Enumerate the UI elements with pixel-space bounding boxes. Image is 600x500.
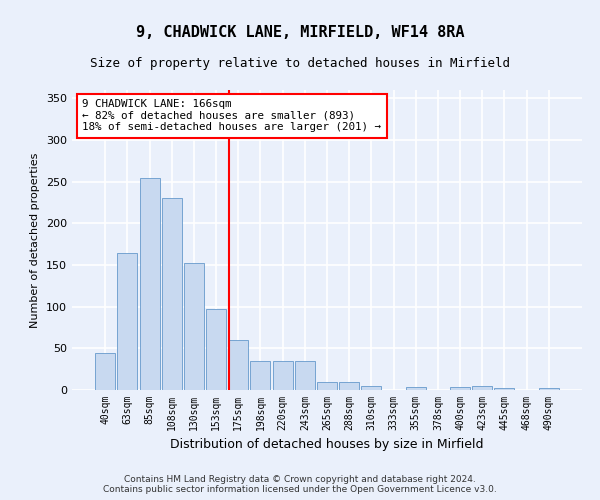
X-axis label: Distribution of detached houses by size in Mirfield: Distribution of detached houses by size … (170, 438, 484, 452)
Bar (361, 386, 382, 390)
Text: Contains HM Land Registry data © Crown copyright and database right 2024.: Contains HM Land Registry data © Crown c… (124, 476, 476, 484)
Bar (494, 388, 514, 390)
Bar (206, 309, 226, 390)
Bar (228, 340, 248, 390)
Bar (339, 382, 359, 390)
Bar (184, 264, 204, 390)
Y-axis label: Number of detached properties: Number of detached properties (31, 152, 40, 328)
Bar (406, 386, 426, 390)
Bar (140, 178, 160, 390)
Bar (450, 386, 470, 390)
Bar (472, 386, 492, 390)
Text: Contains public sector information licensed under the Open Government Licence v3: Contains public sector information licen… (103, 486, 497, 494)
Bar (162, 198, 182, 390)
Text: Size of property relative to detached houses in Mirfield: Size of property relative to detached ho… (90, 58, 510, 70)
Bar (250, 361, 271, 390)
Bar (272, 361, 293, 390)
Bar (295, 361, 315, 390)
Bar (539, 388, 559, 390)
Bar (95, 352, 115, 390)
Text: 9, CHADWICK LANE, MIRFIELD, WF14 8RA: 9, CHADWICK LANE, MIRFIELD, WF14 8RA (136, 25, 464, 40)
Bar (118, 252, 137, 390)
Text: 9 CHADWICK LANE: 166sqm
← 82% of detached houses are smaller (893)
18% of semi-d: 9 CHADWICK LANE: 166sqm ← 82% of detache… (82, 99, 381, 132)
Bar (317, 382, 337, 390)
